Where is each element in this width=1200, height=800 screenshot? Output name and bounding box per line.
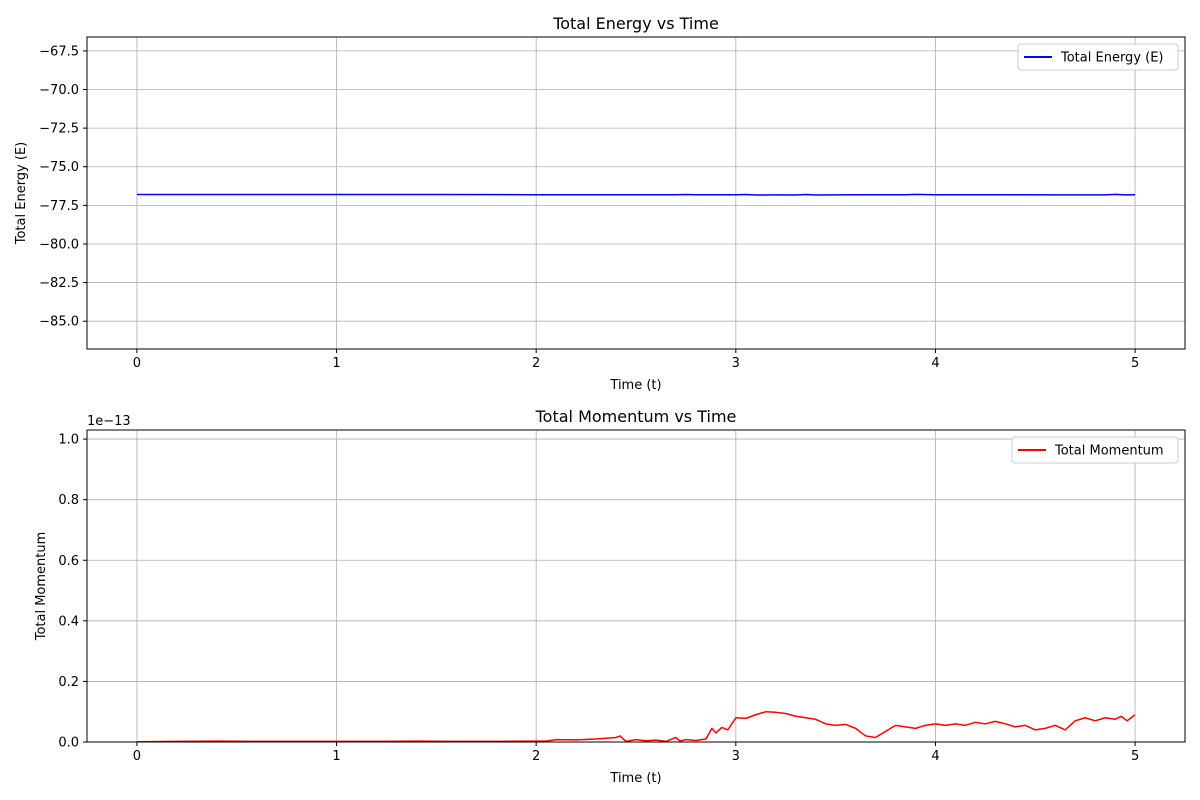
y-offset-label: 1e−13 bbox=[87, 414, 131, 429]
y-tick-label: 0.8 bbox=[58, 493, 79, 508]
y-tick-label: −75.0 bbox=[39, 160, 79, 175]
axes-frame bbox=[86, 429, 1186, 743]
y-tick-label: 0.4 bbox=[58, 614, 79, 629]
legend-box bbox=[1011, 436, 1179, 464]
legend: Total Energy (E) bbox=[1017, 43, 1179, 71]
y-axis-label: Total Momentum bbox=[34, 532, 49, 642]
chart-title: Total Energy vs Time bbox=[552, 14, 719, 33]
series-line-1 bbox=[136, 193, 1136, 196]
y-tick-label: 0.6 bbox=[58, 554, 79, 569]
x-tick-label: 1 bbox=[332, 356, 340, 371]
y-tick-label: −77.5 bbox=[39, 199, 79, 214]
y-tick-label: −85.0 bbox=[39, 315, 79, 330]
x-tick-label: 4 bbox=[931, 356, 939, 371]
x-axis-label: Time (t) bbox=[609, 378, 661, 393]
legend-box bbox=[1017, 43, 1179, 71]
x-axis-label: Time (t) bbox=[609, 771, 661, 786]
legend-label: Total Energy (E) bbox=[1060, 51, 1164, 66]
series-line-1 bbox=[136, 710, 1136, 743]
chart-panel-1: 0 1 2 3 4 5 −85.0 −82.5 −80.0 −77.5 −75.0 −72.5 −70.… bbox=[14, 14, 1186, 393]
y-tick-label: 1.0 bbox=[58, 433, 79, 448]
x-tick-label: 5 bbox=[1131, 749, 1139, 764]
x-tick-label: 5 bbox=[1131, 356, 1139, 371]
y-axis-label: Total Energy (E) bbox=[14, 142, 29, 246]
x-tick-label: 4 bbox=[931, 749, 939, 764]
y-tick-label: −82.5 bbox=[39, 276, 79, 291]
x-tick-label: 1 bbox=[332, 749, 340, 764]
y-tick-label: −80.0 bbox=[39, 237, 79, 252]
chart-panel-2: 0 1 2 3 4 5 0.0 0.2 0.4 0.6 0.8 1.0 Total Momentum v… bbox=[34, 407, 1186, 786]
legend-label: Total Momentum bbox=[1054, 444, 1164, 459]
x-tick-label: 0 bbox=[133, 749, 141, 764]
x-tick-label: 2 bbox=[532, 356, 540, 371]
y-tick-label: 0.2 bbox=[58, 675, 79, 690]
chart-title: Total Momentum vs Time bbox=[535, 407, 737, 426]
y-tick-label: −70.0 bbox=[39, 83, 79, 98]
axes-frame bbox=[86, 36, 1186, 350]
y-tick-label: −67.5 bbox=[39, 44, 79, 59]
x-tick-label: 3 bbox=[732, 356, 740, 371]
y-tick-label: −72.5 bbox=[39, 122, 79, 137]
legend: Total Momentum bbox=[1011, 436, 1179, 464]
x-tick-label: 0 bbox=[133, 356, 141, 371]
y-tick-label: 0.0 bbox=[58, 736, 79, 751]
x-tick-label: 2 bbox=[532, 749, 540, 764]
x-tick-label: 3 bbox=[732, 749, 740, 764]
